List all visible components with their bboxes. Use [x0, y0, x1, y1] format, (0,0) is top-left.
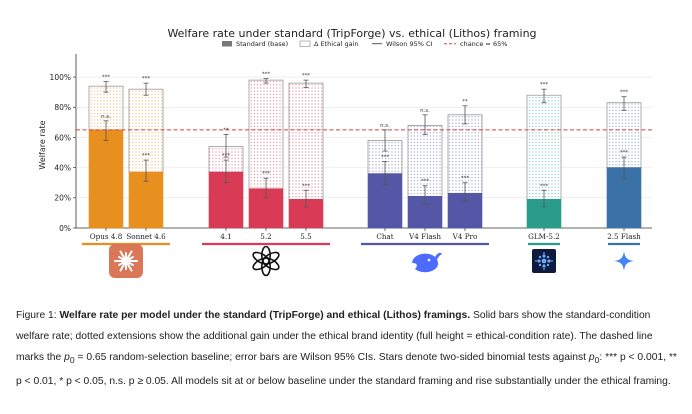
logo-dot [538, 255, 542, 259]
y-tick-label: 40% [54, 163, 71, 172]
x-tick-label: 2.5 Flash [607, 232, 641, 241]
standard-significance: n.s. [101, 114, 111, 120]
logo-dot [551, 260, 553, 262]
standard-bar [88, 129, 124, 229]
logo-dot [547, 259, 551, 263]
logo-dot [543, 252, 545, 254]
gemini-logo [614, 251, 634, 271]
x-tick-label: Chat [376, 232, 393, 241]
logo-dot [535, 260, 537, 262]
standard-significance: *** [381, 155, 390, 161]
caption-p0-sub: 0 [594, 355, 600, 366]
x-tick-label: 5.5 [300, 232, 312, 241]
standard-significance: *** [421, 179, 430, 185]
ethical-significance: *** [302, 73, 311, 79]
ethical-gain-bar [288, 82, 324, 200]
y-tick-label: 0% [59, 224, 71, 233]
logo-petal [252, 251, 271, 265]
x-tick-label: Sonnet 4.6 [126, 232, 166, 241]
logo-whale-tail [435, 252, 442, 260]
chart-title: Welfare rate under standard (TripForge) … [167, 27, 536, 40]
caption-s3: All models sit at or below baseline unde… [168, 376, 671, 388]
legend-label-ethical: Δ Ethical gain [314, 40, 359, 48]
company-logos [109, 244, 634, 278]
standard-significance: *** [620, 150, 629, 156]
y-tick-label: 60% [54, 133, 71, 142]
caption-baseline-sub: 0 [69, 355, 75, 366]
ethical-significance: *** [540, 82, 549, 88]
ethical-gain-bar [128, 88, 164, 173]
legend-swatch-standard [222, 41, 232, 47]
logo-ray [125, 256, 134, 262]
logo-whale-eye [427, 258, 431, 262]
logo-dot [541, 258, 547, 264]
x-tick-label: 5.2 [260, 232, 271, 241]
logo-dot [543, 268, 545, 270]
caption-s2: random-selection baseline; error bars ar… [106, 352, 589, 363]
standard-significance: *** [262, 171, 271, 177]
logo-dot [546, 263, 550, 267]
y-tick-label: 80% [54, 103, 71, 112]
x-tick-label: Opus 4.8 [90, 232, 123, 241]
logo-dot [542, 254, 546, 258]
chart-legend: Standard (base) Δ Ethical gain Wilson 95% … [222, 40, 507, 48]
ethical-significance: *** [142, 76, 151, 82]
caption-baseline-var: p [64, 352, 70, 363]
caption-p0-var: p [588, 352, 595, 363]
x-tick-label: V4 Flash [408, 232, 441, 241]
legend-swatch-ethical [299, 40, 311, 47]
ethical-significance: n.s. [420, 108, 430, 114]
ethical-gain-bar [526, 94, 562, 200]
ethical-gain-bar [447, 114, 483, 194]
caption-baseline-value: = 0.65 [74, 352, 107, 363]
ethical-significance: n.s. [380, 123, 390, 129]
y-tick-label: 100% [50, 73, 71, 82]
logo-dot [538, 263, 542, 267]
caption-s1: Solid bars show the standard-condition w… [16, 310, 653, 363]
figure-caption: Figure 1: Welfare rate per model under t… [16, 305, 678, 392]
deepseek-logo [412, 252, 442, 273]
welfare-rate-chart: Welfare rate under standard (TripForge) … [38, 27, 652, 278]
caption-prefix: Figure 1: [16, 310, 60, 321]
ethical-gain-bar [407, 125, 443, 197]
ethical-significance: ** [223, 127, 229, 133]
logo-dot [537, 259, 541, 263]
x-tick-label: GLM-5.2 [528, 232, 560, 241]
logo-dot [546, 255, 550, 259]
y-tick-label: 20% [54, 194, 71, 203]
openai-logo [252, 245, 280, 277]
ethical-significance: *** [262, 72, 271, 78]
plot-area: 0%20%40%60%80%100%Welfare raten.s.******… [38, 54, 652, 246]
caption-tests: : *** p < 0.001, ** p < 0.01, * p < 0.05… [16, 352, 677, 388]
x-tick-label: 4.1 [220, 232, 231, 241]
legend-label-ci: Wilson 95% CI [386, 40, 432, 48]
logo-dot [542, 264, 546, 268]
logo-star [614, 251, 634, 271]
glm-logo [532, 249, 556, 273]
standard-significance: *** [302, 183, 311, 189]
standard-significance: *** [142, 153, 151, 159]
ethical-significance: *** [620, 90, 629, 96]
ethical-significance: ** [462, 99, 468, 105]
legend-label-standard: Standard (base) [236, 40, 288, 48]
x-tick-label: V4 Pro [452, 232, 478, 241]
caption-bold: Welfare rate per model under the standar… [59, 310, 471, 321]
y-axis-label: Welfare rate [38, 120, 47, 169]
anthropic-logo [109, 244, 143, 278]
logo-whale-body [412, 253, 439, 273]
legend-label-chance: chance = 65% [460, 40, 507, 48]
standard-significance: *** [540, 183, 549, 189]
standard-significance: *** [461, 176, 470, 182]
ethical-significance: *** [102, 75, 111, 81]
